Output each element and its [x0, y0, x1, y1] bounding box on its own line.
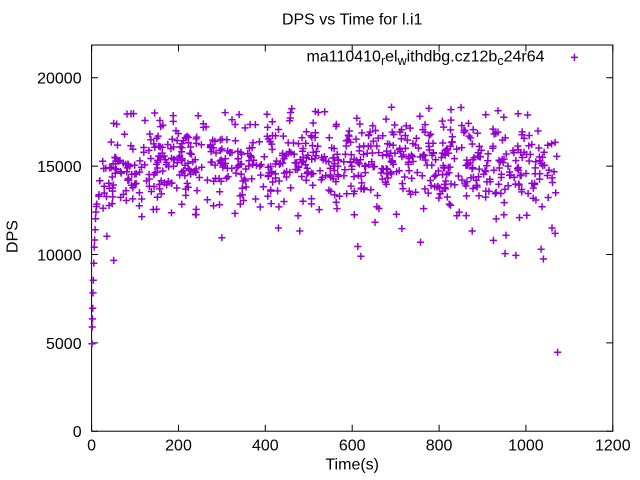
svg-text:20000: 20000 [37, 71, 82, 88]
svg-text:400: 400 [252, 437, 279, 454]
svg-text:5000: 5000 [46, 336, 82, 353]
svg-text:600: 600 [339, 437, 366, 454]
svg-text:DPS: DPS [4, 220, 21, 253]
svg-text:200: 200 [165, 437, 192, 454]
svg-text:0: 0 [73, 424, 82, 441]
svg-text:800: 800 [426, 437, 453, 454]
svg-text:1000: 1000 [508, 437, 544, 454]
svg-text:15000: 15000 [37, 159, 82, 176]
svg-text:DPS vs Time for l.i1: DPS vs Time for l.i1 [282, 12, 423, 29]
svg-text:Time(s): Time(s) [325, 457, 379, 474]
svg-text:ma110410relwithdbg.cz12bc24r64: ma110410relwithdbg.cz12bc24r64 [307, 49, 545, 68]
svg-text:1200: 1200 [595, 437, 631, 454]
svg-text:10000: 10000 [37, 247, 82, 264]
svg-text:0: 0 [87, 437, 96, 454]
